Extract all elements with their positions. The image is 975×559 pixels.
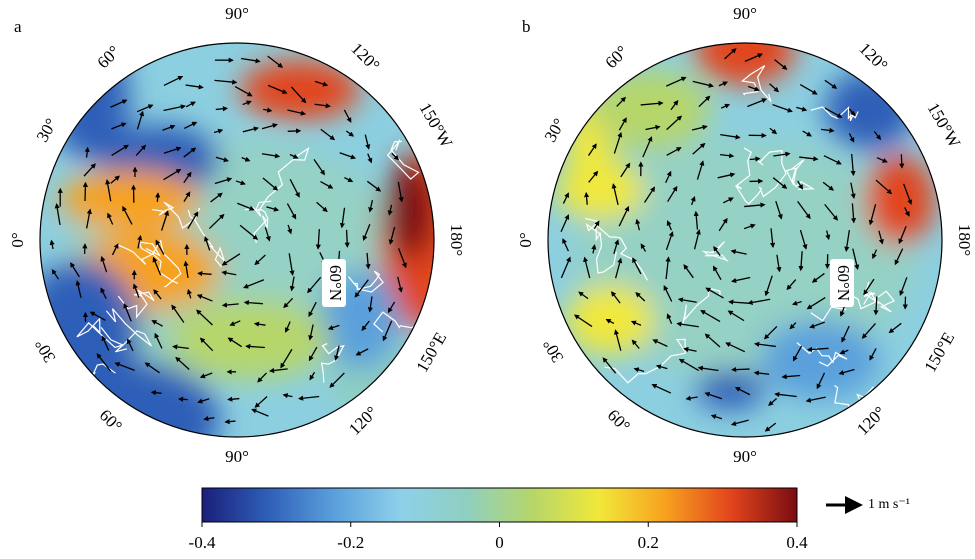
anomaly-area [865,155,935,245]
colorbar-tick-label: 0.2 [638,533,659,552]
longitude-label: 120° [347,39,383,75]
longitude-label: 60° [601,42,631,72]
longitude-label: 150°E [412,329,450,375]
longitude-label: 60° [93,42,123,72]
anomaly-area [695,15,795,85]
longitude-label: 90° [225,4,249,23]
map-panel [20,40,460,480]
vector-key-label: 1 m s⁻¹ [868,497,910,512]
anomaly-area [240,60,360,120]
latitude-label: 60°N [326,265,345,301]
wind-vector [288,131,300,132]
wind-vector [732,369,749,370]
longitude-label: 150°E [920,329,958,375]
wind-vector [901,154,902,167]
longitude-label: 120° [345,403,381,439]
longitude-label: 120° [855,39,891,75]
longitude-label: 120° [853,403,889,439]
longitude-label: 30° [31,336,59,366]
wind-vector [226,421,236,422]
longitude-label: 60° [96,406,126,436]
colorbar-tick-label: -0.4 [189,533,216,552]
colorbar [202,488,797,522]
anomaly-area [590,70,710,150]
map-panel [548,15,942,437]
latitude-label: 60°N [834,265,853,301]
wind-vector [750,159,760,160]
longitude-label: 30° [541,115,569,145]
longitude-label: 150°W [924,100,965,152]
longitude-label: 90° [225,447,249,466]
wind-vector [347,230,348,247]
longitude-label: 90° [733,4,757,23]
wind-vector [179,399,187,400]
longitude-label: 180° [447,224,466,256]
longitude-label: 150°W [416,100,457,152]
anomaly-area [20,260,140,400]
longitude-label: 180° [955,224,974,256]
anomaly-area [760,320,880,400]
colorbar-tick-label: -0.2 [337,533,364,552]
panel-label: a [14,17,22,36]
longitude-label: 30° [33,115,61,145]
panel-label: b [522,17,531,36]
longitude-label: 30° [539,336,567,366]
anomaly-area [170,300,330,380]
longitude-label: 0° [8,232,27,247]
anomaly-area [40,360,220,480]
longitude-label: 60° [604,406,634,436]
longitude-label: 90° [733,447,757,466]
longitude-label: 0° [516,232,535,247]
anomaly-area [695,370,765,410]
anomaly-area [385,160,435,260]
colorbar-tick-label: 0.4 [786,533,808,552]
anomaly-area [825,70,915,150]
colorbar-tick-label: 0 [495,533,504,552]
wind-vector [157,194,158,202]
figure: a 90° 60° 120° 30° 150°W 0° 180° 30° 150°E 60° 120°… [0,0,975,554]
